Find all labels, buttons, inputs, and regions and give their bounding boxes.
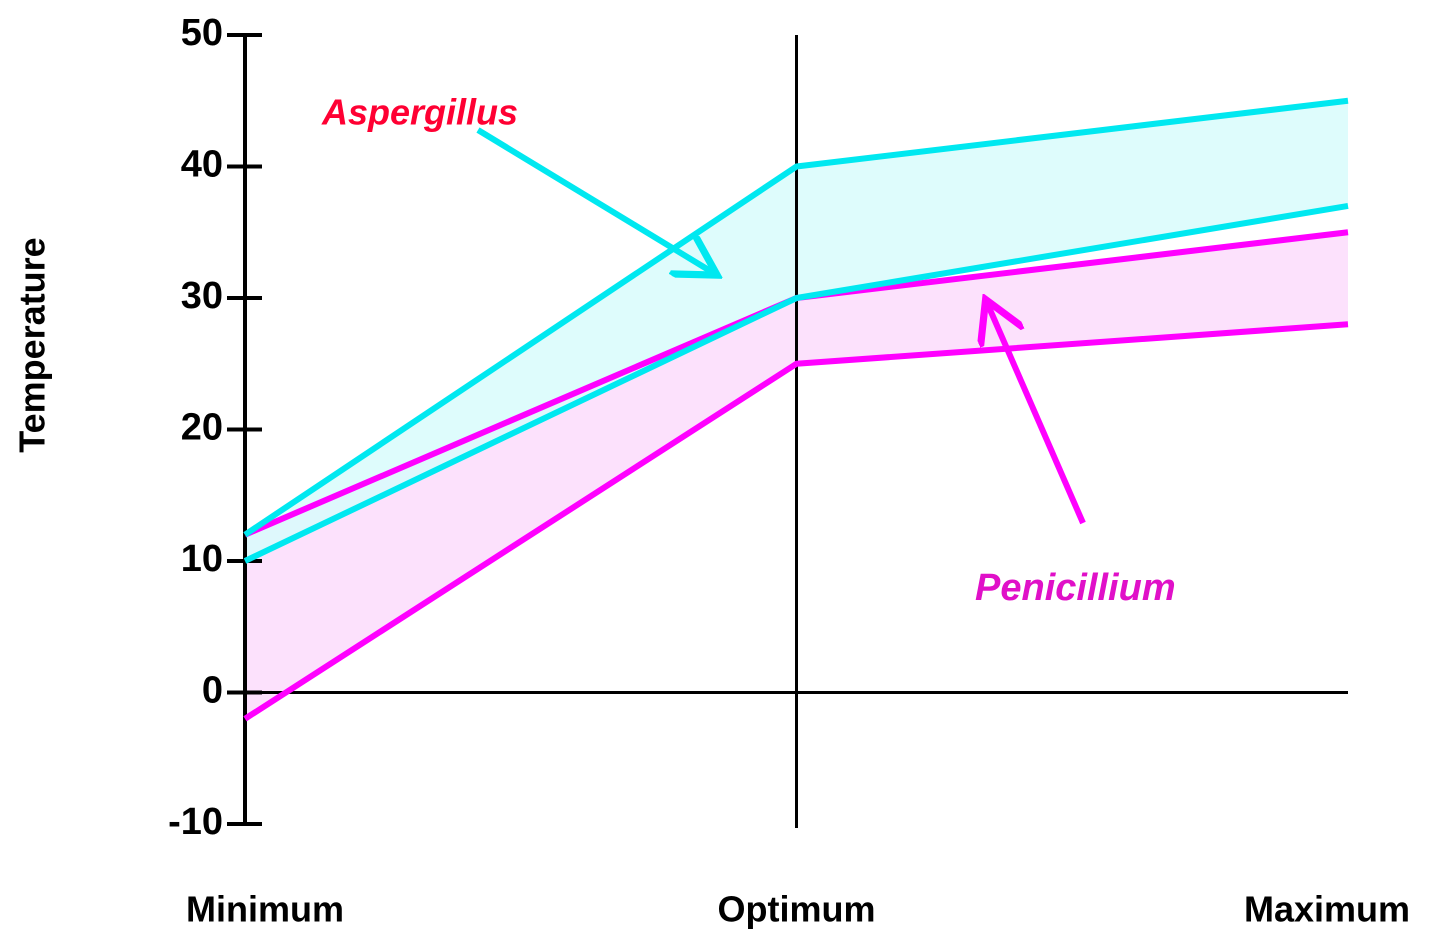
y-tick-label: 50 [181, 12, 223, 54]
range-line [243, 202, 1349, 564]
y-tick-label: 30 [181, 275, 223, 317]
penicillium-arrow [988, 305, 1086, 525]
x-tick-label: Minimum [186, 889, 344, 930]
band-fill [245, 100, 1348, 561]
y-tick-label: -10 [168, 801, 223, 843]
lines [243, 97, 1349, 722]
y-tick-label: 20 [181, 407, 223, 449]
y-tick-label: 0 [202, 670, 223, 712]
x-tick-label: Maximum [1244, 889, 1410, 930]
y-tick-label: 10 [181, 538, 223, 580]
x-tick-label: Optimum [718, 889, 876, 930]
annotation: Penicillium [975, 567, 1176, 609]
aspergillus-arrow [476, 127, 712, 272]
y-tick-label: 40 [181, 144, 223, 186]
range-line [243, 321, 1349, 722]
range-line [243, 97, 1349, 538]
annotation: Aspergillus [321, 92, 518, 133]
y-axis-label: Temperature [12, 237, 53, 452]
